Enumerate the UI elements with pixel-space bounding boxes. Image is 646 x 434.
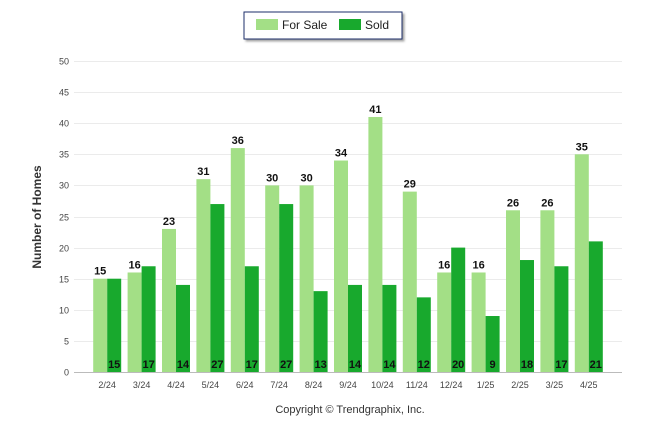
data-label-for-sale: 30	[300, 172, 312, 184]
bar-sold	[141, 266, 156, 372]
bar-sold	[520, 260, 534, 372]
data-label-sold: 17	[555, 359, 567, 371]
bar-for-sale	[368, 116, 383, 372]
data-label-sold: 14	[177, 359, 190, 371]
bar-for-sale	[265, 185, 280, 372]
x-tick-label: 7/24	[270, 380, 288, 390]
y-axis-title: Number of Homes	[30, 165, 44, 269]
data-label-for-sale: 16	[438, 259, 450, 271]
x-tick-label: 2/24	[98, 380, 116, 390]
x-axis-ticks: 2/24 3/24 4/24 5/24 6/24 7/24 8/24 9/24 10/24 11/…	[98, 380, 597, 390]
x-tick-label: 3/24	[133, 380, 151, 390]
x-tick-label: 11/24	[406, 380, 428, 390]
bar-for-sale	[162, 228, 176, 372]
bar-sold	[107, 278, 122, 372]
bar-sold	[279, 204, 294, 372]
bar-sold	[382, 284, 397, 372]
y-tick-label: 15	[59, 275, 69, 285]
bar-sold	[176, 284, 190, 372]
data-label-for-sale: 15	[94, 266, 106, 278]
bar-sold	[313, 291, 328, 372]
data-label-for-sale: 35	[576, 141, 588, 153]
x-tick-label: 8/24	[305, 380, 323, 390]
bar-for-sale	[437, 272, 452, 372]
data-label-for-sale: 26	[541, 197, 553, 209]
data-label-sold: 17	[142, 359, 154, 371]
y-tick-label: 30	[59, 181, 69, 191]
bar-for-sale	[506, 210, 520, 372]
x-tick-label: 1/25	[477, 380, 495, 390]
data-label-for-sale: 30	[266, 172, 278, 184]
data-label-sold: 14	[349, 359, 362, 371]
x-tick-label: 4/25	[580, 380, 598, 390]
bar-sold	[588, 241, 603, 372]
bar-for-sale	[574, 154, 589, 372]
data-label-sold: 14	[383, 359, 396, 371]
bar-sold	[348, 284, 362, 372]
bar-for-sale	[230, 148, 245, 372]
y-tick-label: 40	[59, 119, 69, 129]
y-tick-label: 20	[59, 244, 69, 254]
data-label-sold: 12	[418, 359, 430, 371]
data-label-sold: 27	[211, 359, 223, 371]
legend-label-for-sale: For Sale	[282, 18, 328, 32]
data-label-sold: 27	[280, 359, 292, 371]
y-tick-label: 35	[59, 150, 69, 160]
data-label-for-sale: 41	[369, 104, 381, 116]
bar-for-sale	[127, 272, 142, 372]
bar-for-sale	[402, 191, 417, 372]
legend-swatch-sold	[339, 19, 361, 30]
bar-sold	[554, 266, 569, 372]
x-tick-label: 3/25	[546, 380, 564, 390]
x-tick-label: 10/24	[371, 380, 394, 390]
legend-label-sold: Sold	[365, 18, 389, 32]
copyright-footer: Copyright © Trendgraphix, Inc.	[275, 404, 424, 416]
data-labels: 15 15 16 17 23 14 31 27 36 17 30 27 30 13 34 14 41 14 29 12…	[94, 104, 602, 371]
data-label-for-sale: 26	[507, 197, 519, 209]
data-label-for-sale: 29	[404, 179, 416, 191]
y-axis-ticks: 0 5 10 15 20 25 30 35 40 45 50	[59, 57, 69, 378]
bar-sold	[485, 316, 500, 372]
data-label-sold: 13	[314, 359, 326, 371]
legend-swatch-for-sale	[256, 19, 278, 30]
x-tick-label: 12/24	[440, 380, 463, 390]
bar-sold	[416, 297, 431, 372]
bar-for-sale	[93, 278, 108, 372]
data-label-for-sale: 16	[128, 259, 140, 271]
bar-for-sale	[299, 185, 314, 372]
y-tick-label: 45	[59, 88, 69, 98]
y-tick-label: 25	[59, 213, 69, 223]
x-tick-label: 4/24	[167, 380, 185, 390]
data-label-for-sale: 34	[335, 148, 348, 160]
x-tick-label: 5/24	[202, 380, 220, 390]
bars	[93, 116, 603, 372]
data-label-for-sale: 36	[232, 135, 244, 147]
data-label-for-sale: 31	[197, 166, 209, 178]
bar-sold	[244, 266, 259, 372]
bar-sold	[451, 247, 466, 372]
legend: For Sale Sold	[243, 11, 403, 40]
x-tick-label: 9/24	[339, 380, 357, 390]
y-tick-label: 50	[59, 57, 69, 67]
data-label-sold: 18	[521, 359, 533, 371]
data-label-sold: 9	[490, 359, 496, 371]
y-tick-label: 5	[64, 337, 69, 347]
y-tick-label: 10	[59, 306, 69, 316]
data-label-for-sale: 23	[163, 216, 175, 228]
bar-sold	[210, 204, 225, 372]
bar-for-sale	[540, 210, 555, 372]
y-tick-label: 0	[64, 368, 69, 378]
bar-for-sale	[196, 179, 211, 372]
data-label-sold: 15	[108, 359, 120, 371]
bar-for-sale	[334, 160, 348, 372]
x-tick-label: 6/24	[236, 380, 254, 390]
data-label-sold: 17	[246, 359, 258, 371]
data-label-sold: 21	[590, 359, 602, 371]
bar-for-sale	[471, 272, 486, 372]
data-label-for-sale: 16	[472, 259, 484, 271]
x-tick-label: 2/25	[511, 380, 529, 390]
data-label-sold: 20	[452, 359, 464, 371]
